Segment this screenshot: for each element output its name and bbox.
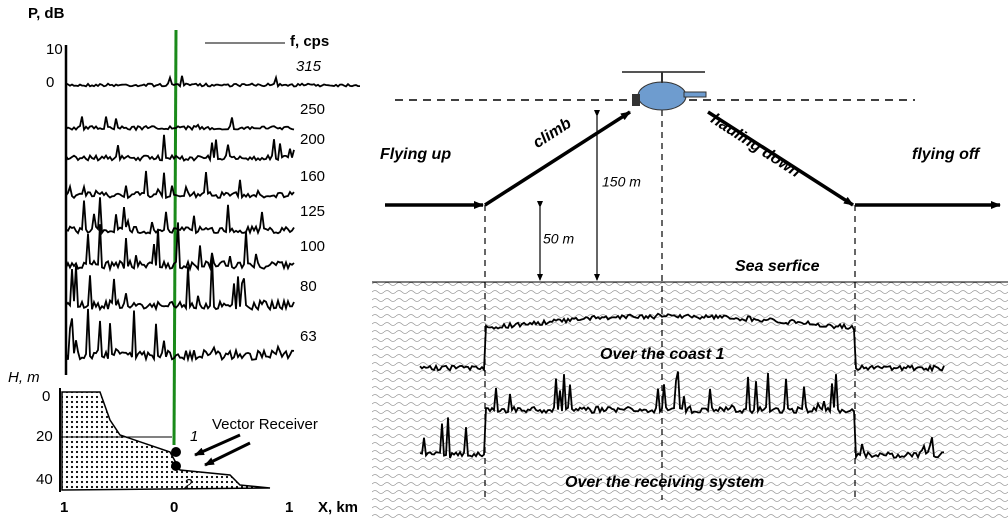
frequency-label: 250 (300, 101, 325, 118)
time-marker (172, 29, 178, 446)
p-tick: 10 (46, 41, 63, 58)
trace (65, 134, 295, 163)
right-panel: Flying up climb hauling down flying off … (372, 71, 1008, 518)
receiver (171, 447, 181, 457)
label: hauling down (708, 111, 804, 182)
h-tick: 40 (36, 471, 53, 488)
frequency-label: 100 (300, 238, 325, 255)
frequency-label: 80 (300, 278, 317, 295)
h-tick: 0 (42, 388, 50, 405)
label: climb (530, 115, 575, 152)
p-tick: 0 (46, 74, 54, 91)
trace (65, 308, 295, 363)
trace (65, 74, 360, 89)
label: Flying up (380, 146, 451, 163)
frequency-label: 315 (296, 58, 322, 75)
trace (419, 371, 945, 461)
path (707, 110, 854, 207)
path (484, 110, 631, 207)
f-axis-label: f, cps (290, 33, 329, 50)
x-tick: 1 (60, 499, 68, 516)
trace (65, 170, 295, 200)
receiver-number: 2 (183, 476, 193, 493)
frequency-label: 63 (300, 328, 317, 345)
x-tick: 0 (170, 499, 178, 516)
receiver-number: 1 (190, 428, 198, 445)
trace (65, 222, 295, 273)
trace (65, 116, 295, 132)
arrow (204, 441, 251, 467)
height-label: 50 m (543, 231, 574, 247)
sea (372, 282, 1008, 518)
left-panel: P, dB f, cps 10 0 H, m 0 20 40 1 2 Vecto… (8, 5, 358, 516)
receiver (171, 461, 181, 471)
x-axis-label: X, km (318, 499, 358, 516)
trace-label: Over the receiving system (565, 474, 764, 491)
p-axis-label: P, dB (28, 5, 65, 22)
trace-label: Over the coast 1 (600, 346, 725, 363)
trace (65, 197, 295, 236)
receiver-label: Vector Receiver (212, 416, 318, 433)
arrow (194, 433, 241, 457)
h-axis-label: H, m (8, 369, 40, 386)
sea-label: Sea serfice (735, 258, 820, 275)
height-label: 150 m (602, 174, 641, 190)
frequency-label: 125 (300, 203, 325, 220)
label: flying off (912, 146, 981, 163)
frequency-label: 160 (300, 168, 325, 185)
helicopter (622, 71, 707, 111)
h-tick: 20 (36, 428, 53, 445)
frequency-label: 200 (300, 131, 325, 148)
seabed (61, 391, 271, 491)
x-tick: 1 (285, 499, 293, 516)
trace (65, 256, 295, 312)
trace (419, 312, 945, 373)
